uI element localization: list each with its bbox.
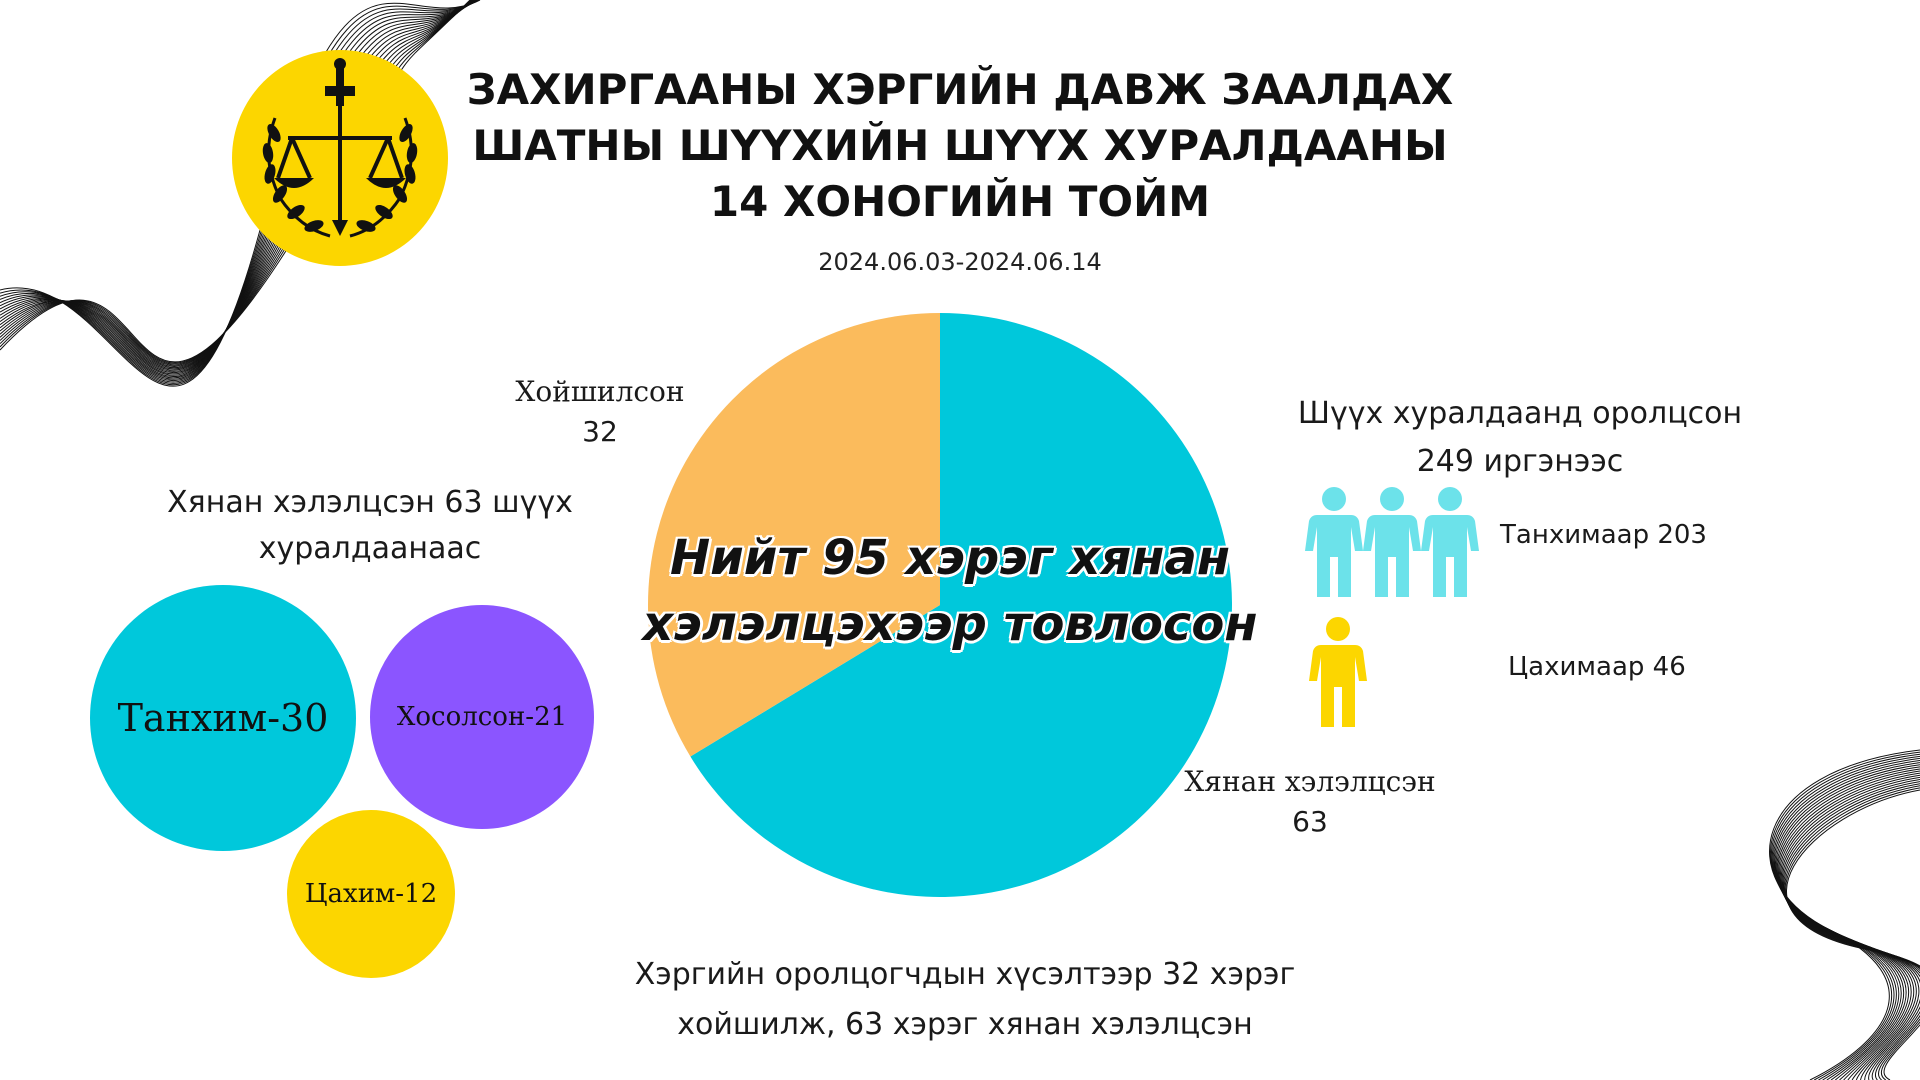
decorative-wave-line xyxy=(0,0,478,380)
date-range: 2024.06.03-2024.06.14 xyxy=(818,248,1102,276)
online-sessions-label: Цахим-12 xyxy=(304,879,438,909)
mixed-sessions-bubble: Хосолсон-21 xyxy=(370,605,594,829)
reviewed-value: 63 xyxy=(1292,805,1328,838)
online-participants-pictogram xyxy=(1309,617,1367,727)
decorative-wave-line xyxy=(1784,785,1920,1080)
person-icon xyxy=(1309,617,1367,727)
decorative-wave-line xyxy=(0,0,481,387)
decorative-wave-line xyxy=(0,0,472,366)
decorative-wave-line xyxy=(0,0,479,382)
court-emblem-icon xyxy=(232,50,448,266)
decorative-wave-line xyxy=(1777,768,1920,1080)
decorative-wave-line xyxy=(0,0,477,378)
participants-caption-line-1: Шүүх хуралдаанд оролцсон xyxy=(1297,396,1743,431)
summary-line-2: хойшилж, 63 хэрэг хянан хэлэлцсэн xyxy=(677,1007,1253,1042)
hall-sessions-bubble: Танхим-30 xyxy=(90,585,356,851)
postponed-value: 32 xyxy=(582,415,618,448)
decorative-wave-line xyxy=(1786,789,1920,1080)
title-line-1: ЗАХИРГААНЫ ХЭРГИЙН ДАВЖ ЗААЛДАХ xyxy=(466,65,1454,114)
pie-center-line-2: хэлэлцэхээр товлосон xyxy=(642,596,1258,652)
title-line-3: 14 ХОНОГИЙН ТОЙМ xyxy=(709,177,1211,226)
decorative-wave-line xyxy=(0,0,478,379)
decorative-wave-line xyxy=(1780,776,1920,1080)
decorative-wave-line xyxy=(0,0,472,365)
postponed-label: Хойшилсон xyxy=(515,375,685,408)
person-icon xyxy=(1305,487,1363,597)
decorative-wave-line xyxy=(1778,770,1920,1080)
participants-caption-line-2: 249 иргэнээс xyxy=(1416,444,1624,479)
mixed-sessions-label: Хосолсон-21 xyxy=(396,702,568,732)
pie-center-line-1: Нийт 95 хэрэг хянан xyxy=(670,530,1230,586)
reviewed-slice-label: Хянан хэлэлцсэн 63 xyxy=(1160,762,1460,842)
decorative-waves-bottom-right xyxy=(1769,749,1920,1080)
pie-slice-reviewed xyxy=(690,313,1232,898)
page-title: ЗАХИРГААНЫ ХЭРГИЙН ДАВЖ ЗААЛДАХ ШАТНЫ ШҮ… xyxy=(420,62,1500,230)
person-icon xyxy=(1421,487,1479,597)
hall-sessions-label: Танхим-30 xyxy=(117,696,329,740)
decorative-wave-line xyxy=(0,0,474,370)
decorative-wave-line xyxy=(0,0,473,369)
sessions-caption: Хянан хэлэлцсэн 63 шүүх хуралдаанаас xyxy=(140,480,600,572)
decorative-wave-line xyxy=(1774,762,1920,1080)
decorative-wave-line xyxy=(0,0,480,386)
decorative-wave-line xyxy=(0,0,476,374)
decorative-wave-line xyxy=(0,0,471,364)
online-sessions-bubble: Цахим-12 xyxy=(287,810,455,978)
decorative-wave-line xyxy=(1785,787,1920,1080)
person-icon xyxy=(1363,487,1421,597)
decorative-wave-line xyxy=(1781,778,1920,1080)
decorative-waves-top-left xyxy=(0,0,481,387)
decorative-wave-line xyxy=(1778,772,1920,1080)
title-line-2: ШАТНЫ ШҮҮХИЙН ШҮҮХ ХУРАЛДААНЫ xyxy=(472,121,1448,170)
hall-participants-label: Танхимаар 203 xyxy=(1500,520,1707,550)
hall-participants-pictogram xyxy=(1305,487,1479,597)
decorative-wave-line xyxy=(1779,774,1920,1080)
decorative-wave-line xyxy=(0,0,473,367)
decorative-wave-line xyxy=(0,0,479,383)
online-participants-label: Цахимаар 46 xyxy=(1508,652,1686,682)
participants-caption: Шүүх хуралдаанд оролцсон 249 иргэнээс xyxy=(1270,390,1770,486)
pie-slice-postponed xyxy=(648,313,940,757)
decorative-wave-line xyxy=(1783,783,1920,1080)
summary-footer: Хэргийн оролцогчдын хүсэлтээр 32 хэрэг х… xyxy=(560,950,1370,1050)
sessions-caption-line-2: хуралдаанаас xyxy=(258,531,482,566)
reviewed-label: Хянан хэлэлцсэн xyxy=(1184,765,1436,798)
decorative-wave-line xyxy=(1773,760,1920,1080)
sessions-caption-line-1: Хянан хэлэлцсэн 63 шүүх xyxy=(167,485,573,520)
postponed-slice-label: Хойшилсон 32 xyxy=(480,372,720,452)
pie-chart xyxy=(648,313,1232,898)
decorative-wave-line xyxy=(1782,781,1920,1080)
decorative-wave-line xyxy=(0,0,475,371)
decorative-wave-line xyxy=(0,0,475,372)
pie-center-caption: Нийт 95 хэрэг хянан хэлэлцэхээр товлосон xyxy=(600,525,1300,657)
decorative-wave-line xyxy=(1776,766,1920,1080)
decorative-wave-line xyxy=(0,0,477,376)
summary-line-1: Хэргийн оролцогчдын хүсэлтээр 32 хэрэг xyxy=(634,957,1296,992)
decorative-wave-line xyxy=(0,0,480,384)
decorative-wave-line xyxy=(0,0,471,363)
decorative-wave-line xyxy=(0,0,476,375)
